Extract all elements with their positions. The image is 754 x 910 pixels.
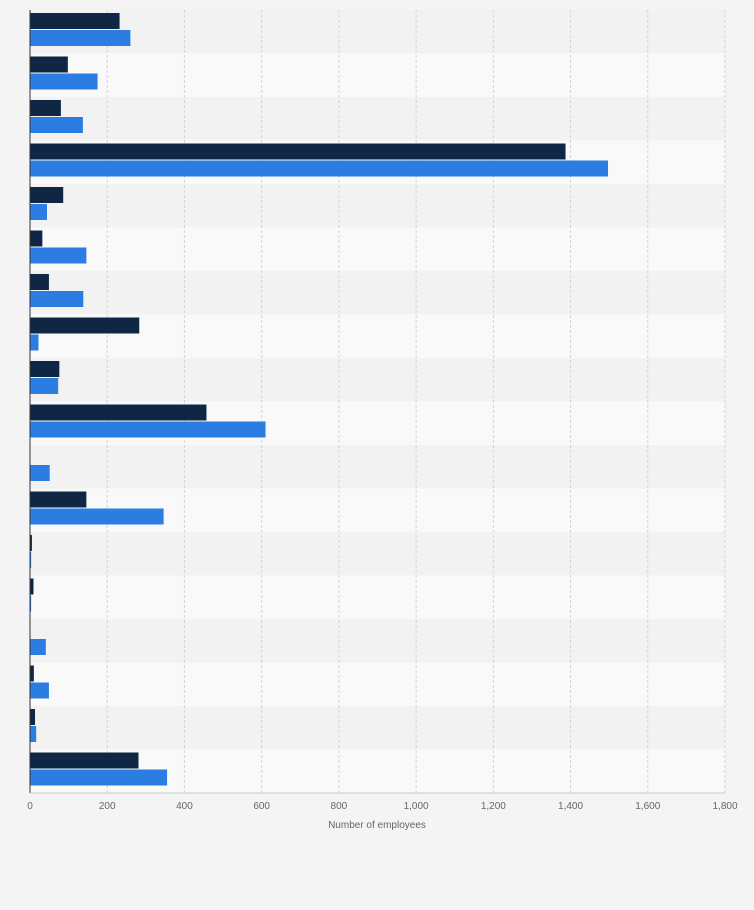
bar-series-1 — [30, 361, 60, 377]
bar-series-1 — [30, 274, 49, 290]
bar-series-1 — [30, 317, 140, 334]
row-band — [30, 706, 725, 750]
row-band — [30, 53, 725, 97]
bar-series-1 — [30, 100, 61, 116]
bar-series-1 — [30, 709, 36, 725]
row-bands — [30, 10, 725, 793]
row-band — [30, 532, 725, 576]
x-tick-label: 400 — [176, 801, 193, 812]
chart-footer — [0, 848, 754, 910]
row-band — [30, 10, 725, 54]
bar-series-1 — [30, 491, 87, 508]
bar-series-2 — [30, 769, 168, 786]
bar-series-2 — [30, 726, 37, 742]
bar-series-1 — [30, 665, 34, 682]
bar-series-2 — [30, 73, 98, 90]
bar-series-1 — [30, 13, 120, 29]
bar-series-2 — [30, 508, 164, 525]
bar-series-2 — [30, 247, 87, 264]
row-band — [30, 314, 725, 358]
row-band — [30, 619, 725, 663]
x-tick-label: 0 — [27, 801, 33, 812]
x-tick-label: 1,200 — [481, 801, 506, 812]
bar-series-1 — [30, 143, 566, 160]
bar-series-1 — [30, 535, 32, 551]
row-band — [30, 184, 725, 228]
row-band — [30, 575, 725, 619]
bar-series-1 — [30, 752, 139, 769]
bar-series-2 — [30, 639, 46, 655]
x-tick-label: 1,600 — [635, 801, 660, 812]
bar-series-2 — [30, 378, 59, 394]
x-tick-label: 1,000 — [404, 801, 429, 812]
bar-series-1 — [30, 404, 207, 421]
row-band — [30, 97, 725, 141]
grid-lines — [106, 10, 726, 793]
bar-series-2 — [30, 117, 83, 133]
bar-series-1 — [30, 187, 64, 203]
x-tick-label: 800 — [331, 801, 348, 812]
bar-series-2 — [30, 30, 131, 46]
bar-series-2 — [30, 682, 49, 699]
row-band — [30, 662, 725, 706]
bar-series-2 — [30, 552, 32, 568]
x-tick-label: 200 — [99, 801, 116, 812]
bars — [30, 13, 609, 786]
bar-series-1 — [30, 56, 68, 73]
bar-series-2 — [30, 595, 32, 612]
bar-chart: 0 200 400 600 800 1,000 1,200 1,400 1,600 1,800 N… — [27, 10, 738, 831]
row-band — [30, 445, 725, 489]
bar-series-1 — [30, 578, 34, 595]
row-band — [30, 227, 725, 271]
bar-series-2 — [30, 334, 39, 351]
x-tick-labels: 0 200 400 600 800 1,000 1,200 1,400 1,600 1,800 — [27, 801, 738, 812]
row-band — [30, 358, 725, 402]
x-axis-title: Number of employees — [328, 820, 426, 831]
x-tick-label: 1,400 — [558, 801, 583, 812]
x-tick-label: 1,800 — [712, 801, 737, 812]
bar-series-2 — [30, 291, 84, 307]
bar-series-2 — [30, 465, 50, 481]
x-tick-label: 600 — [253, 801, 270, 812]
bar-series-2 — [30, 160, 609, 177]
bar-series-2 — [30, 421, 266, 438]
row-band — [30, 271, 725, 315]
bar-series-1 — [30, 230, 43, 247]
bar-series-2 — [30, 204, 47, 220]
